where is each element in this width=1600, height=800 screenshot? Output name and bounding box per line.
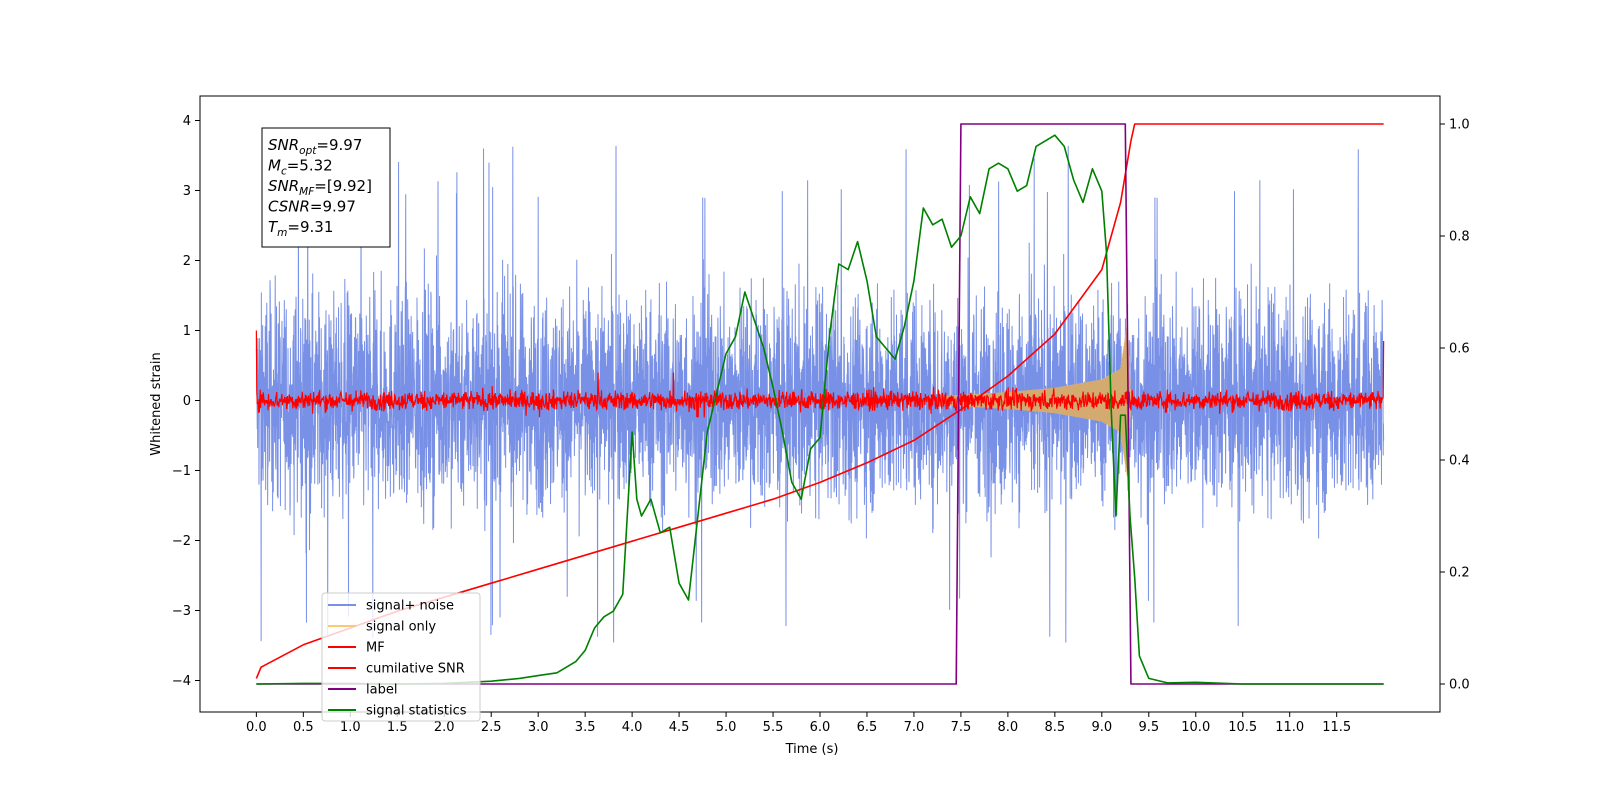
x-tick-label: 10.5 [1228,720,1257,735]
x-tick-label: 6.5 [857,720,878,735]
x-tick-label: 8.0 [998,720,1019,735]
info-line: Tm=9.31 [268,218,333,239]
info-line: Mc=5.32 [268,157,333,178]
legend: signal+ noise signal only MF cumilative SNR… [321,592,481,722]
info-line: SNRopt=9.97 [268,136,362,157]
y-right-tick-label: 0.8 [1449,230,1470,245]
legend-label-mf: MF [366,641,385,656]
y-right-tick-label: 0.0 [1449,678,1470,693]
y-tick-label: −1 [172,464,191,479]
y-tick-label: 2 [183,254,191,269]
x-tick-label: 6.0 [810,720,831,735]
y-tick-label: −2 [172,534,191,549]
y-tick-label: 3 [183,184,191,199]
x-tick-label: 3.0 [528,720,549,735]
y-tick-label: −4 [172,674,191,689]
x-tick-label: 1.5 [387,720,408,735]
y-right-tick-label: 0.4 [1449,454,1470,469]
x-tick-label: 4.5 [669,720,690,735]
x-tick-label: 7.5 [951,720,972,735]
x-tick-label: 7.0 [904,720,925,735]
x-tick-label: 0.5 [293,720,314,735]
x-tick-label: 4.0 [622,720,643,735]
x-tick-label: 8.5 [1045,720,1066,735]
x-tick-label: 11.5 [1322,720,1351,735]
info-line: SNRMF=[9.92] [268,177,372,198]
info-box-frame [261,127,391,248]
x-tick-label: 9.0 [1091,720,1112,735]
y-tick-label: 1 [183,324,191,339]
y-right-tick-label: 0.2 [1449,566,1470,581]
y-tick-label: 4 [183,114,191,129]
x-tick-label: 1.0 [340,720,361,735]
x-tick-label: 5.5 [763,720,784,735]
legend-label-label: label [366,683,397,698]
legend-label-signal-statistics: signal statistics [366,704,467,719]
axes: 0.0 0.5 1.0 1.5 2.0 2.5 3.0 3.5 4.0 4.5 5.0 5.5 6.0 6… [172,114,1470,735]
series-signal-statistics [256,134,1384,685]
series-signal-noise [255,143,1385,643]
x-tick-label: 11.0 [1275,720,1304,735]
legend-label-signal-noise: signal+ noise [366,599,454,614]
x-tick-label: 0.0 [246,720,267,735]
x-tick-label: 2.0 [434,720,455,735]
legend-frame [321,592,481,722]
y-tick-label: 0 [183,394,191,409]
legend-label-cumilative-snr: cumilative SNR [366,662,465,677]
series-label [256,123,1384,685]
x-tick-label: 10.0 [1181,720,1210,735]
x-tick-label: 5.0 [716,720,737,735]
y-tick-label: −3 [172,604,191,619]
y-right-tick-label: 1.0 [1449,118,1470,133]
y-right-tick-label: 0.6 [1449,342,1470,357]
info-line: CSNR=9.97 [268,198,356,216]
y-axis-label: Whitened strain [149,352,164,455]
x-tick-label: 2.5 [481,720,502,735]
series-mf [255,330,1385,418]
x-tick-label: 3.5 [575,720,596,735]
x-tick-label: 9.5 [1138,720,1159,735]
legend-label-signal-only: signal only [366,620,436,635]
x-axis-label: Time (s) [785,742,839,757]
